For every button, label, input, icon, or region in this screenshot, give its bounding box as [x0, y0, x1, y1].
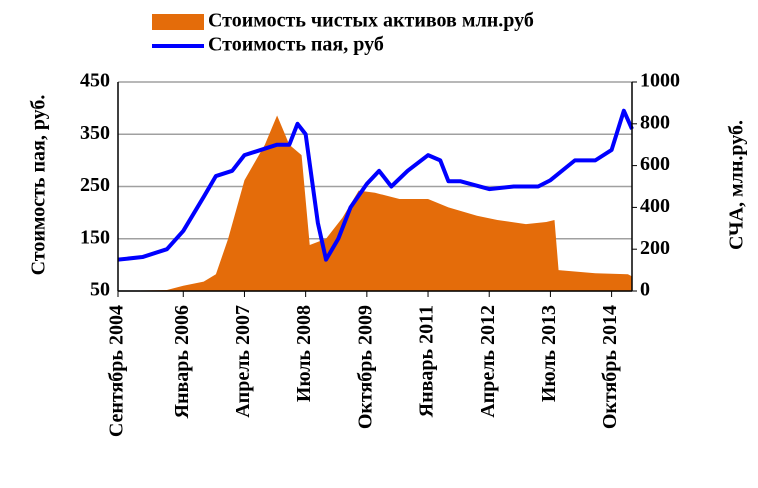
- x-tick-label: Январь 2006: [171, 305, 193, 418]
- y2-tick-label: 0: [640, 279, 650, 301]
- y2-tick-label: 800: [640, 111, 670, 133]
- y2-tick-label: 1000: [640, 70, 680, 92]
- x-tick-label: Июль 2013: [538, 305, 560, 402]
- x-tick-label: Апрель 2012: [477, 305, 499, 418]
- y-axis-label: Стоимость пая, руб.: [28, 95, 50, 276]
- y-tick-label: 450: [80, 70, 110, 92]
- legend-label: Стоимость чистых активов млн.руб: [208, 10, 534, 32]
- legend-swatch: [152, 14, 204, 30]
- x-tick-label: Июль 2008: [293, 305, 315, 402]
- legend-label: Стоимость пая, руб: [208, 34, 384, 56]
- y2-tick-label: 600: [640, 153, 670, 175]
- y-tick-label: 150: [80, 226, 110, 248]
- y-tick-label: 350: [80, 122, 110, 144]
- y2-tick-label: 400: [640, 195, 670, 217]
- y-tick-label: 250: [80, 174, 110, 196]
- y2-axis-label: СЧА, млн.руб.: [726, 120, 748, 250]
- line: [117, 108, 634, 262]
- area: [118, 115, 632, 291]
- x-tick-label: Октябрь 2009: [354, 305, 376, 429]
- x-tick-label: Апрель 2007: [232, 305, 254, 418]
- y-tick-label: 50: [90, 279, 110, 301]
- x-tick-label: Октябрь 2014: [599, 305, 621, 429]
- x-tick-label: Сентябрь 2004: [106, 305, 128, 437]
- x-tick-label: Январь 2011: [416, 305, 438, 417]
- y2-tick-label: 200: [640, 237, 670, 259]
